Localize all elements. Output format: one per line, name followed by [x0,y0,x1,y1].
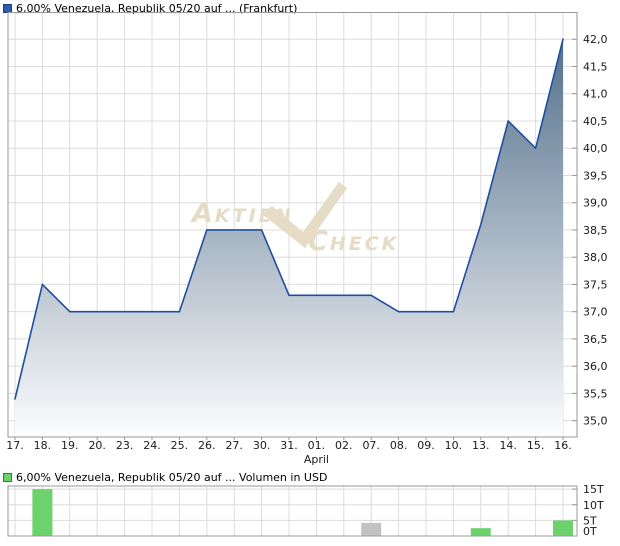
svg-text:38,5: 38,5 [583,224,608,237]
svg-text:20.: 20. [88,439,106,452]
volume-bar [361,522,382,536]
svg-text:10T: 10T [583,499,604,512]
svg-text:36,0: 36,0 [583,360,608,373]
svg-text:25.: 25. [171,439,189,452]
svg-text:37,0: 37,0 [583,306,608,319]
volume-series-swatch-icon [3,473,12,482]
svg-text:15.: 15. [527,439,545,452]
svg-text:38,0: 38,0 [583,251,608,264]
svg-text:5T: 5T [583,514,597,527]
x-axis-labels: 17. 18. 19. 20. 23. 24. 25. 26. 27. 30. 31. 01. 02. 0… [6,439,572,466]
svg-text:19.: 19. [61,439,79,452]
month-label: April [304,453,329,466]
price-line [14,38,564,400]
svg-text:30.: 30. [253,439,271,452]
svg-text:35,5: 35,5 [583,387,608,400]
svg-text:36,5: 36,5 [583,333,608,346]
svg-text:35,0: 35,0 [583,415,608,428]
svg-text:37,5: 37,5 [583,278,608,291]
watermark-check-icon [262,182,347,248]
svg-text:26.: 26. [198,439,216,452]
svg-text:15T: 15T [583,484,604,496]
volume-bar [470,528,491,536]
volume-bars [32,489,573,536]
price-chart: AKTIENCHECK35,035,536,036,537,037,538,03… [6,12,608,466]
svg-text:24.: 24. [143,439,161,452]
svg-text:08.: 08. [390,439,408,452]
svg-text:10.: 10. [445,439,463,452]
price-y-axis-labels: 35,0 35,5 36,0 36,5 37,0 37,5 38,0 38,5 39,0 39,5… [583,33,608,427]
svg-text:39,5: 39,5 [583,169,608,182]
svg-text:23.: 23. [116,439,134,452]
svg-text:31.: 31. [280,439,298,452]
svg-text:39,0: 39,0 [583,197,608,210]
volume-frame [7,485,578,537]
svg-text:02.: 02. [335,439,353,452]
svg-text:40,5: 40,5 [583,115,608,128]
price-series-label: 6,00% Venezuela, Republik 05/20 auf ... … [16,2,298,15]
svg-text:17.: 17. [6,439,24,452]
svg-text:0T: 0T [583,525,597,538]
price-axis-ticks [14,38,577,440]
volume-bar [32,489,53,536]
svg-text:07.: 07. [362,439,380,452]
svg-text:40,0: 40,0 [583,142,608,155]
volume-gridlines [8,486,577,536]
svg-text:18.: 18. [34,439,52,452]
svg-text:27.: 27. [225,439,243,452]
svg-text:13.: 13. [472,439,490,452]
svg-text:16.: 16. [554,439,572,452]
volume-bar [553,520,573,536]
price-area-fill [15,39,563,437]
svg-text:14.: 14. [499,439,517,452]
svg-text:09.: 09. [417,439,435,452]
svg-text:42,0: 42,0 [583,33,608,46]
svg-text:41,5: 41,5 [583,60,608,73]
svg-text:41,0: 41,0 [583,88,608,101]
svg-text:CHECK: CHECK [308,226,399,257]
volume-series-legend: 6,00% Venezuela, Republik 05/20 auf ... … [3,471,327,484]
svg-text:01.: 01. [308,439,326,452]
volume-axis-ticks [572,488,577,537]
volume-series-label: 6,00% Venezuela, Republik 05/20 auf ... … [16,471,328,484]
price-frame [7,12,578,438]
